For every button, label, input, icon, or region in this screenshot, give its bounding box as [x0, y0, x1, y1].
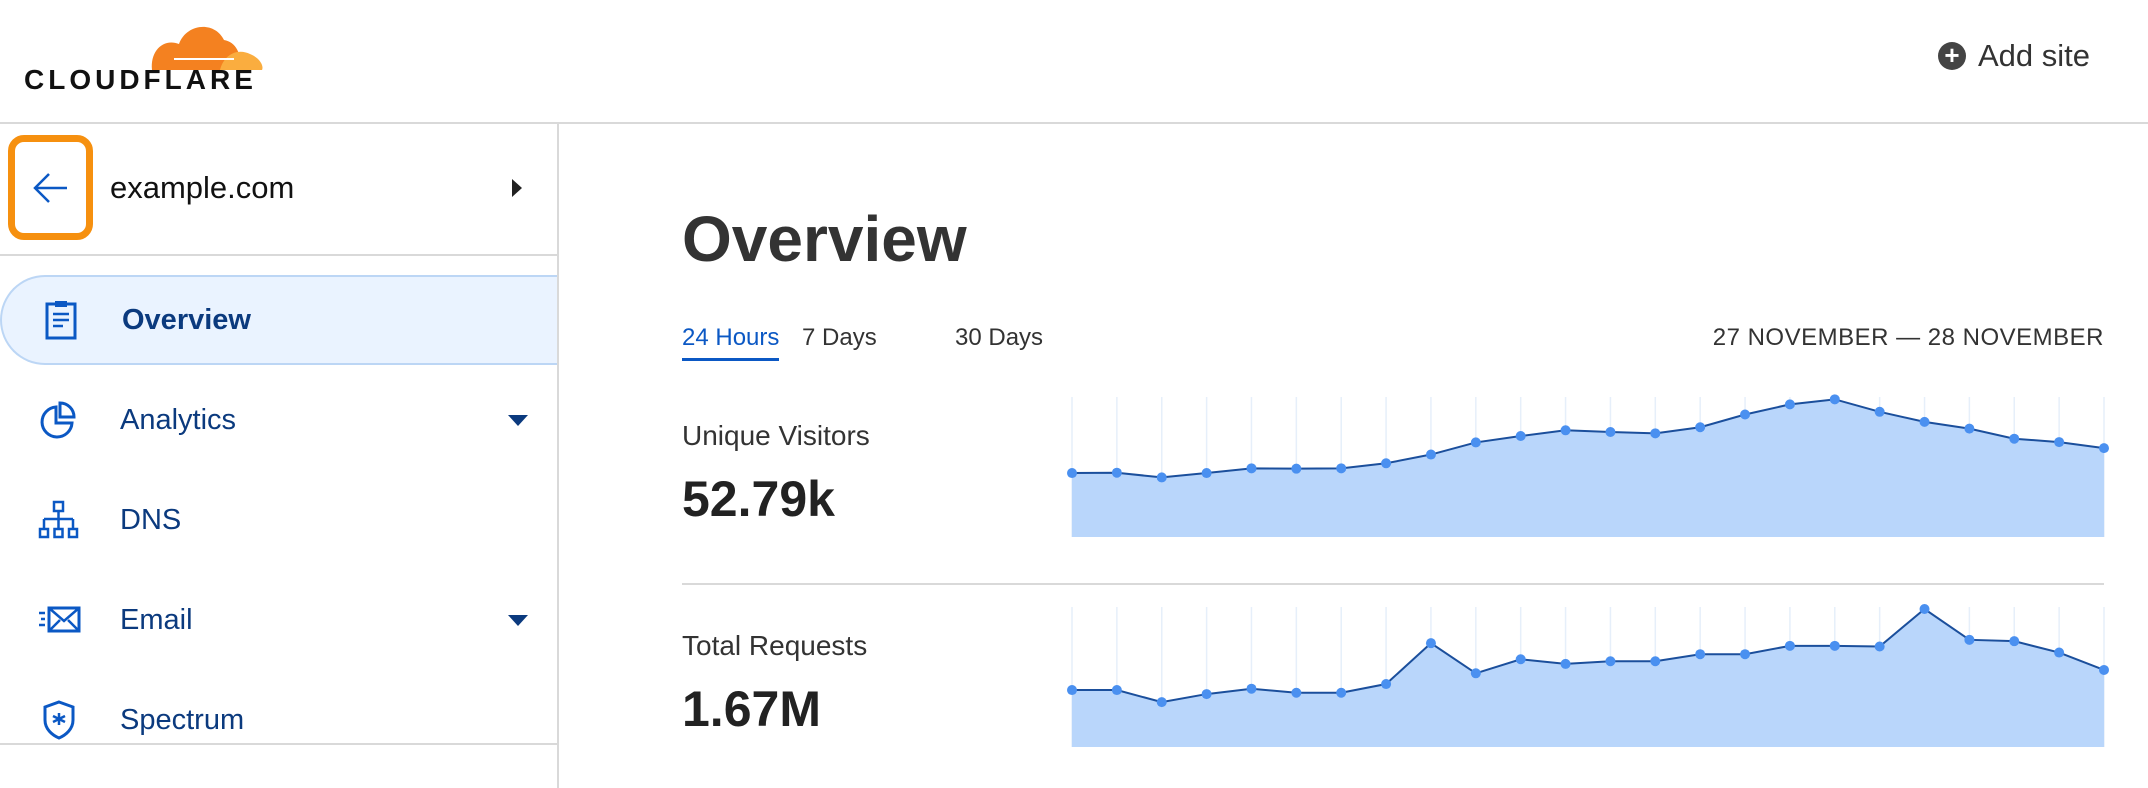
data-point[interactable]	[1291, 687, 1302, 698]
data-point[interactable]	[1336, 463, 1347, 474]
unique-visitors-chart[interactable]	[1066, 394, 2110, 547]
data-point[interactable]	[1874, 406, 1885, 417]
caret-down-icon[interactable]	[508, 614, 528, 626]
metric-value-unique-visitors: 52.79k	[682, 471, 835, 527]
zone-name: example.com	[110, 170, 295, 205]
zone-selector[interactable]: example.com	[0, 124, 557, 256]
data-point[interactable]	[1336, 687, 1347, 698]
data-point[interactable]	[2054, 437, 2065, 448]
data-point[interactable]	[1515, 654, 1526, 665]
data-point[interactable]	[1874, 641, 1885, 652]
sidebar-item-label: Email	[120, 603, 193, 636]
tab-30-days[interactable]: 30 Days	[955, 324, 1044, 351]
data-point[interactable]	[1156, 697, 1167, 708]
data-point[interactable]	[2009, 433, 2020, 444]
sidebar-item-overview[interactable]: Overview	[0, 275, 557, 365]
sidebar-divider	[0, 743, 557, 745]
plus-circle-icon: +	[1937, 42, 1966, 70]
sidebar-item-label: DNS	[120, 503, 182, 536]
data-point[interactable]	[1201, 689, 1212, 700]
data-point[interactable]	[1650, 428, 1661, 439]
sidebar-item-email[interactable]: Email	[0, 575, 557, 665]
arrow-left-icon	[32, 172, 67, 203]
data-point[interactable]	[1740, 409, 1751, 420]
data-point[interactable]	[1246, 463, 1257, 474]
metric-divider	[682, 583, 2104, 585]
data-point[interactable]	[1156, 472, 1167, 483]
tab-7-days[interactable]: 7 Days	[802, 324, 877, 351]
series-line	[1072, 607, 2105, 704]
sidebar-item-label: Overview	[122, 303, 251, 336]
date-range: 27 NOVEMBER — 28 NOVEMBER	[1712, 324, 2104, 351]
data-point[interactable]	[1605, 426, 1616, 437]
data-point[interactable]	[1650, 656, 1661, 667]
shield-icon	[43, 700, 75, 740]
cloudflare-logo[interactable]	[24, 10, 264, 94]
data-point[interactable]	[1425, 449, 1436, 460]
data-point[interactable]	[2009, 636, 2020, 647]
metric-label-unique-visitors: Unique Visitors	[682, 420, 870, 451]
data-point[interactable]	[1605, 656, 1616, 667]
data-point[interactable]	[1560, 425, 1571, 436]
network-icon	[38, 500, 79, 539]
tab-24-hours[interactable]: 24 Hours	[682, 324, 780, 361]
data-point[interactable]	[1784, 399, 1795, 410]
top-header: CLOUDFLARE + Add site	[0, 0, 2148, 124]
data-point[interactable]	[1740, 649, 1751, 660]
data-point[interactable]	[1919, 416, 1930, 427]
data-point[interactable]	[1291, 463, 1302, 474]
sidebar-item-analytics[interactable]: Analytics	[0, 375, 557, 465]
data-point[interactable]	[1067, 685, 1077, 696]
data-point[interactable]	[1425, 638, 1436, 649]
caret-right-icon[interactable]	[512, 179, 522, 197]
sidebar-item-spectrum[interactable]: Spectrum	[0, 675, 557, 765]
data-point[interactable]	[1470, 437, 1481, 448]
back-button[interactable]	[8, 135, 93, 240]
sidebar: example.com Overview Analytics DNS Email…	[0, 124, 559, 788]
pie-chart-icon	[40, 401, 76, 439]
data-point[interactable]	[1829, 394, 1840, 405]
sidebar-item-label: Analytics	[120, 403, 237, 436]
logo-text: CLOUDFLARE	[24, 64, 257, 95]
data-point[interactable]	[1201, 468, 1212, 479]
page-title: Overview	[682, 203, 967, 275]
add-site-button[interactable]: + Add site	[1937, 38, 2090, 74]
data-point[interactable]	[1695, 422, 1706, 433]
data-point[interactable]	[1381, 679, 1392, 690]
data-point[interactable]	[1695, 649, 1706, 660]
data-point[interactable]	[1067, 468, 1077, 479]
data-point[interactable]	[1964, 423, 1975, 434]
data-point[interactable]	[2054, 647, 2065, 658]
data-point[interactable]	[1919, 604, 1930, 614]
data-point[interactable]	[1829, 640, 1840, 651]
total-requests-chart[interactable]	[1066, 604, 2110, 757]
data-point[interactable]	[1381, 458, 1392, 469]
data-point[interactable]	[2099, 443, 2109, 454]
area-fill	[1072, 399, 2104, 537]
sidebar-item-label: Spectrum	[120, 703, 245, 736]
metric-label-total-requests: Total Requests	[682, 630, 868, 661]
sidebar-item-dns[interactable]: DNS	[0, 475, 557, 565]
data-point[interactable]	[1964, 634, 1975, 645]
data-point[interactable]	[1111, 685, 1122, 696]
metric-value-total-requests: 1.67M	[682, 681, 821, 737]
data-point[interactable]	[1560, 658, 1571, 669]
data-point[interactable]	[1246, 683, 1257, 694]
clipboard-icon	[45, 301, 77, 340]
data-point[interactable]	[1784, 640, 1795, 651]
data-point[interactable]	[1111, 467, 1122, 478]
add-site-label: Add site	[1977, 38, 2090, 73]
area-fill	[1072, 609, 2104, 747]
data-point[interactable]	[1470, 668, 1481, 679]
data-point[interactable]	[2099, 664, 2109, 675]
envelope-icon	[39, 606, 81, 633]
data-point[interactable]	[1515, 431, 1526, 442]
series-line	[1071, 398, 2105, 479]
caret-down-icon[interactable]	[508, 414, 528, 426]
